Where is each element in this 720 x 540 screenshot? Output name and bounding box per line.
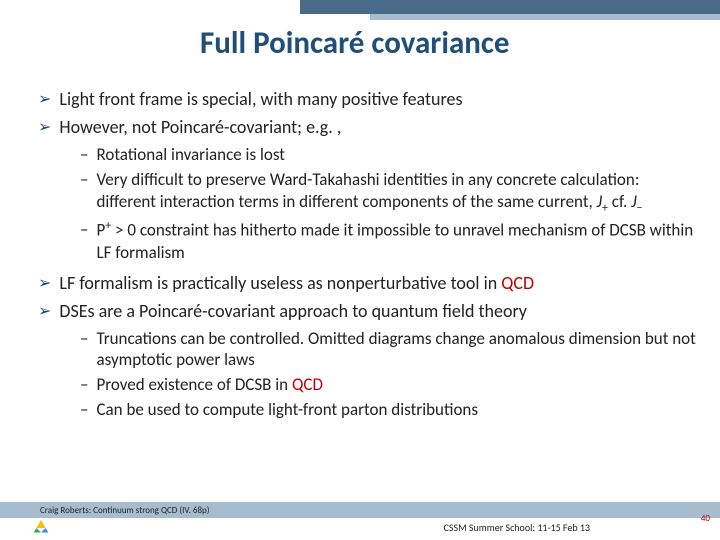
bullet-text: Very difficult to preserve Ward-Takahash… [96,169,696,216]
header-bar-light [370,14,720,20]
slide-title: Full Poincaré covariance [200,24,700,62]
bullet-text: However, not Poincaré-covariant; e.g. , [59,116,341,139]
content-area: ➢ Light front frame is special, with many… [38,88,696,429]
dash-icon: – [80,169,88,191]
sub-bullet: –Can be used to compute light-front part… [80,399,696,421]
sub-bullet: –Very difficult to preserve Ward-Takahas… [80,169,696,216]
bullet-text: Can be used to compute light-front parto… [96,399,478,421]
sub-bullet: –Proved existence of DCSB in QCD [80,374,696,396]
bullet-text: LF formalism is practically useless as n… [59,272,534,295]
dash-icon: – [80,328,88,350]
main-bullet: ➢ DSEs are a Poincaré-covariant approach … [38,300,696,324]
main-bullet: ➢ LF formalism is practically useless as … [38,272,696,296]
sub-bullet: –P+ > 0 constraint has hitherto made it … [80,219,696,263]
main-bullet: ➢ However, not Poincaré-covariant; e.g. , [38,116,696,140]
sub-bullet: –Rotational invariance is lost [80,144,696,166]
bullet-text: Light front frame is special, with many … [59,88,462,111]
header-bar-dark [300,0,720,14]
dash-icon: – [80,219,88,241]
dash-icon: – [80,399,88,421]
bullet-text: Proved existence of DCSB in QCD [96,374,322,396]
logo-icon [30,518,52,538]
sub-bullet-group: –Truncations can be controlled. Omitted … [80,328,696,422]
footer-right-text: CSSM Summer School: 11-15 Feb 13 [444,521,590,534]
bullet-text: DSEs are a Poincaré-covariant approach t… [59,300,527,323]
dash-icon: – [80,144,88,166]
bullet-text: P+ > 0 constraint has hitherto made it i… [96,219,696,263]
slide: Full Poincaré covariance ➢ Light front fr… [0,0,720,540]
bullet-text: Truncations can be controlled. Omitted d… [96,328,696,372]
sub-bullet-group: –Rotational invariance is lost–Very diff… [80,144,696,264]
bullet-text: Rotational invariance is lost [96,144,285,166]
sub-bullet: –Truncations can be controlled. Omitted … [80,328,696,372]
page-number: 40 [701,513,710,524]
dash-icon: – [80,374,88,396]
arrow-icon: ➢ [38,116,51,140]
main-bullet: ➢ Light front frame is special, with many… [38,88,696,112]
arrow-icon: ➢ [38,300,51,324]
footer-left-text: Craig Roberts: Continuum strong QCD (IV.… [40,505,209,516]
arrow-icon: ➢ [38,272,51,296]
arrow-icon: ➢ [38,88,51,112]
